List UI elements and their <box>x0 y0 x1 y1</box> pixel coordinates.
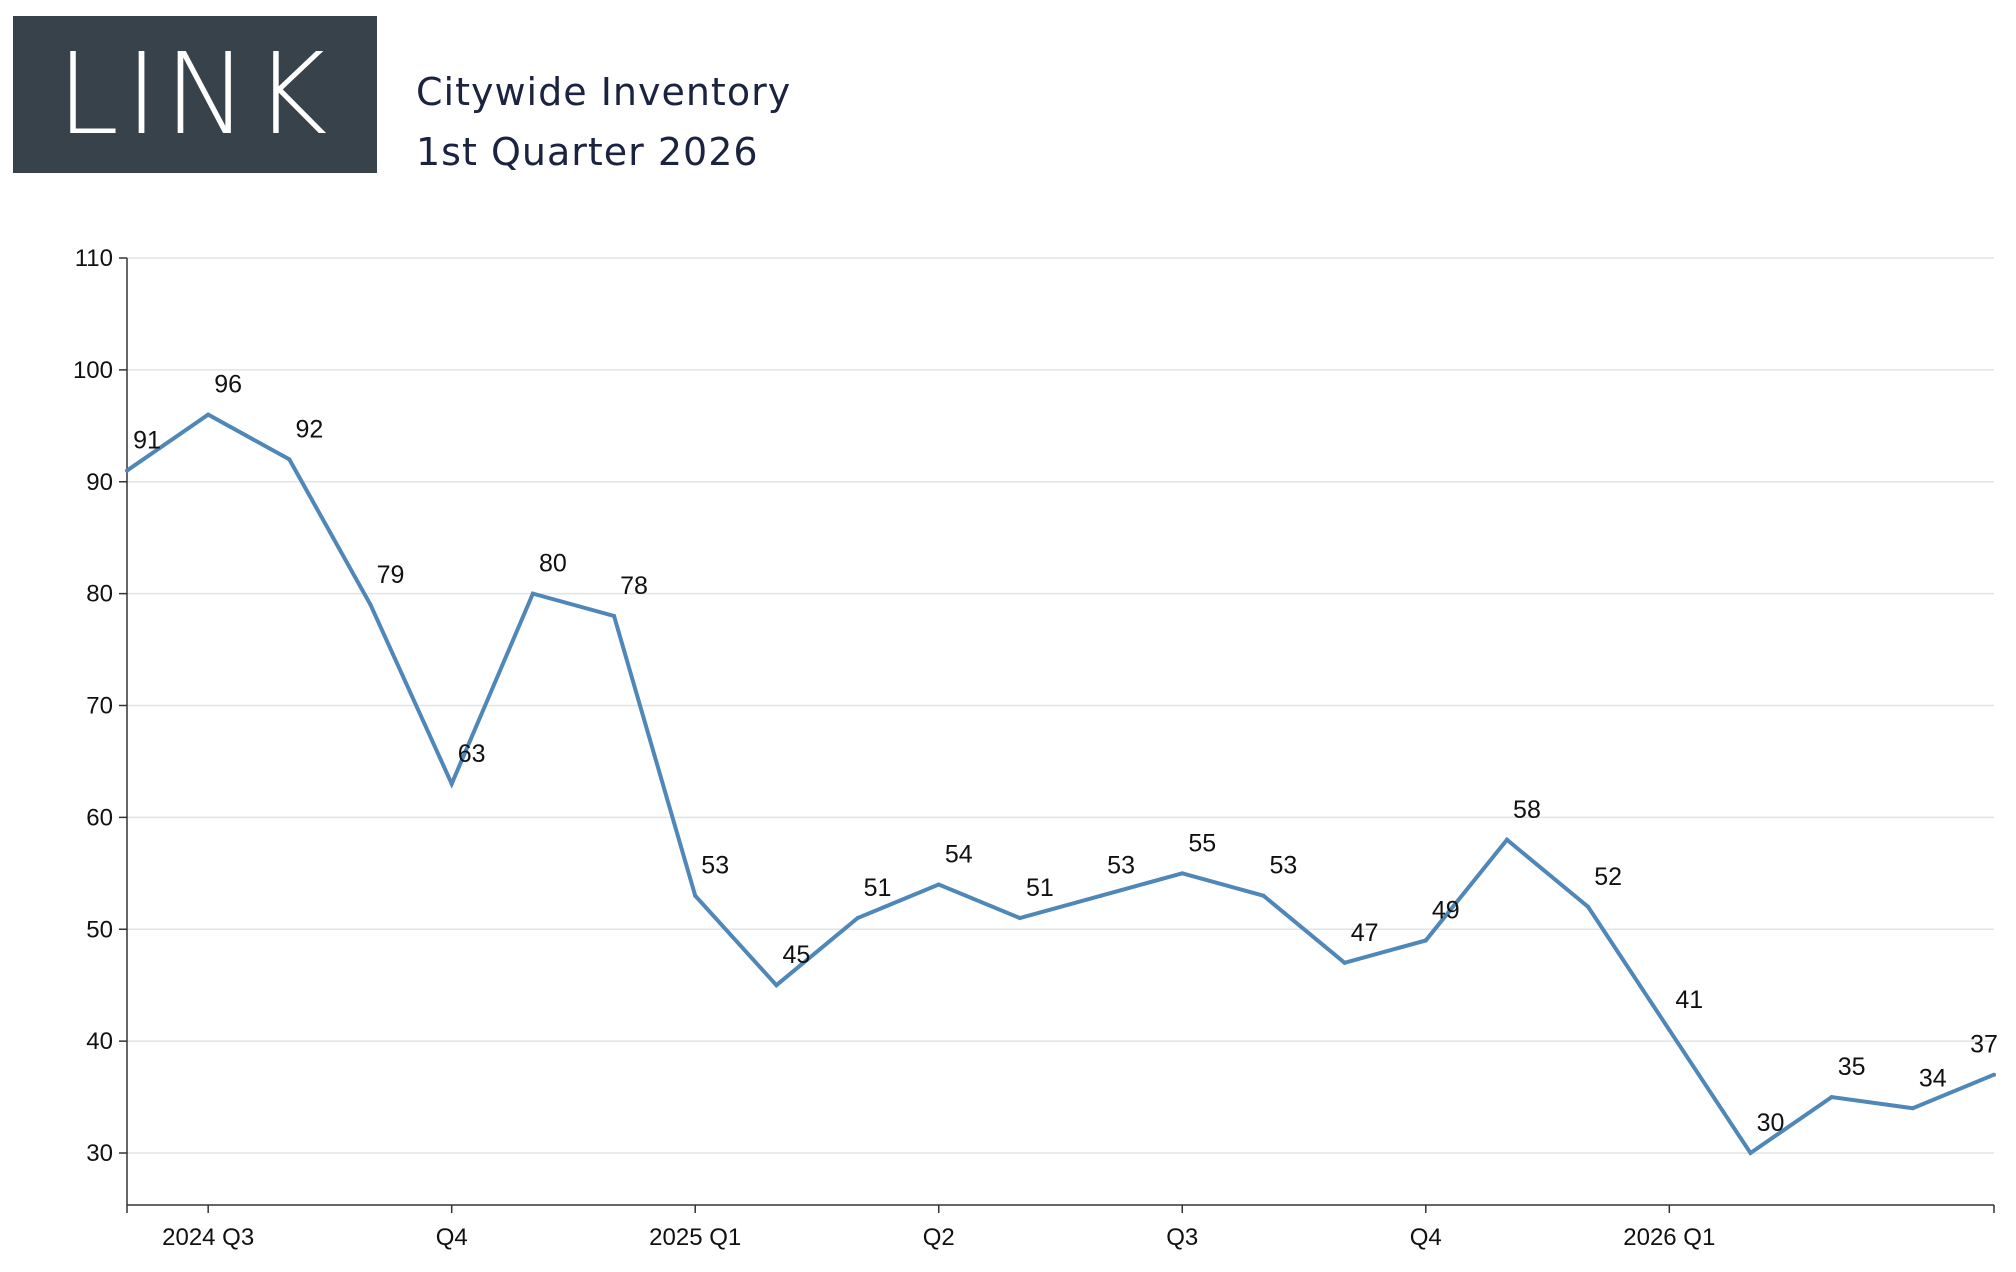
data-label: 45 <box>782 941 810 969</box>
y-tick-label: 40 <box>86 1028 113 1055</box>
data-point <box>1099 893 1104 898</box>
x-tick-label: 2025 Q1 <box>649 1224 741 1251</box>
data-point <box>693 893 698 898</box>
data-label: 80 <box>539 550 567 578</box>
x-tick-label: Q3 <box>1166 1224 1198 1251</box>
data-point <box>206 412 211 417</box>
data-label: 52 <box>1594 863 1622 891</box>
x-tick-label: Q2 <box>923 1224 955 1251</box>
axes: 30 40 50 60 70 80 90 100 110 2024 Q3 Q4 2025 Q1 Q2 Q3… <box>73 245 1995 1251</box>
data-point <box>936 882 941 887</box>
x-tick-label: Q4 <box>436 1224 468 1251</box>
data-labels: 91 96 92 79 63 80 78 53 45 51 54 51 53 55 53 47 49 58 52 41… <box>133 371 1998 1137</box>
data-point <box>125 468 129 473</box>
data-label: 58 <box>1513 796 1541 824</box>
data-label: 51 <box>1026 874 1054 902</box>
data-label: 91 <box>133 427 161 455</box>
link-logo: LINK <box>13 16 377 173</box>
data-label: 53 <box>701 852 729 880</box>
y-tick-label: 30 <box>86 1140 113 1167</box>
data-label: 53 <box>1270 852 1298 880</box>
data-point <box>1342 960 1347 965</box>
y-tick-label: 110 <box>75 245 113 272</box>
logo-text: LINK <box>56 29 334 160</box>
data-point <box>1667 1027 1672 1032</box>
data-label: 55 <box>1188 829 1216 857</box>
page-subtitle: 1st Quarter 2026 <box>416 130 759 174</box>
y-tick-label: 60 <box>86 804 113 831</box>
y-tick-label: 50 <box>86 916 113 943</box>
data-label: 34 <box>1919 1064 1947 1092</box>
y-tick-label: 80 <box>86 581 113 608</box>
data-label: 47 <box>1351 919 1379 947</box>
data-label: 35 <box>1838 1053 1866 1081</box>
data-point <box>1017 916 1022 921</box>
data-label: 92 <box>295 415 323 443</box>
y-tick-label: 100 <box>73 357 113 384</box>
y-tick-label: 90 <box>86 469 113 496</box>
data-point <box>530 591 535 596</box>
y-tick-label: 70 <box>86 693 113 720</box>
data-point <box>287 457 292 462</box>
data-point <box>612 614 617 618</box>
page-title: Citywide Inventory <box>416 70 792 114</box>
data-point <box>1261 893 1266 898</box>
data-point <box>1829 1095 1834 1100</box>
data-point <box>1748 1151 1753 1155</box>
data-label: 54 <box>945 841 973 869</box>
data-label: 37 <box>1970 1031 1998 1059</box>
data-point <box>1423 938 1428 943</box>
data-label: 30 <box>1757 1109 1785 1137</box>
x-tick-label: 2024 Q3 <box>162 1224 254 1251</box>
series-line <box>125 412 1995 1156</box>
data-label: 96 <box>214 371 242 399</box>
data-point <box>1504 837 1509 842</box>
data-point <box>1992 1072 1996 1077</box>
data-point <box>1586 904 1591 909</box>
data-point <box>855 916 860 921</box>
data-label: 63 <box>458 740 486 768</box>
series <box>125 412 1996 1156</box>
x-tick-label: Q4 <box>1410 1224 1442 1251</box>
data-point <box>449 781 454 786</box>
data-label: 41 <box>1675 986 1703 1014</box>
data-label: 78 <box>620 572 648 600</box>
grid-lines <box>127 257 1994 1154</box>
data-point <box>368 602 373 607</box>
data-label: 79 <box>377 561 405 589</box>
data-point <box>1180 871 1185 876</box>
x-tick-label: 2026 Q1 <box>1623 1224 1715 1251</box>
data-label: 51 <box>864 874 892 902</box>
data-point <box>774 983 779 988</box>
data-point <box>1910 1106 1915 1111</box>
data-label: 53 <box>1107 852 1135 880</box>
data-label: 49 <box>1432 896 1460 924</box>
